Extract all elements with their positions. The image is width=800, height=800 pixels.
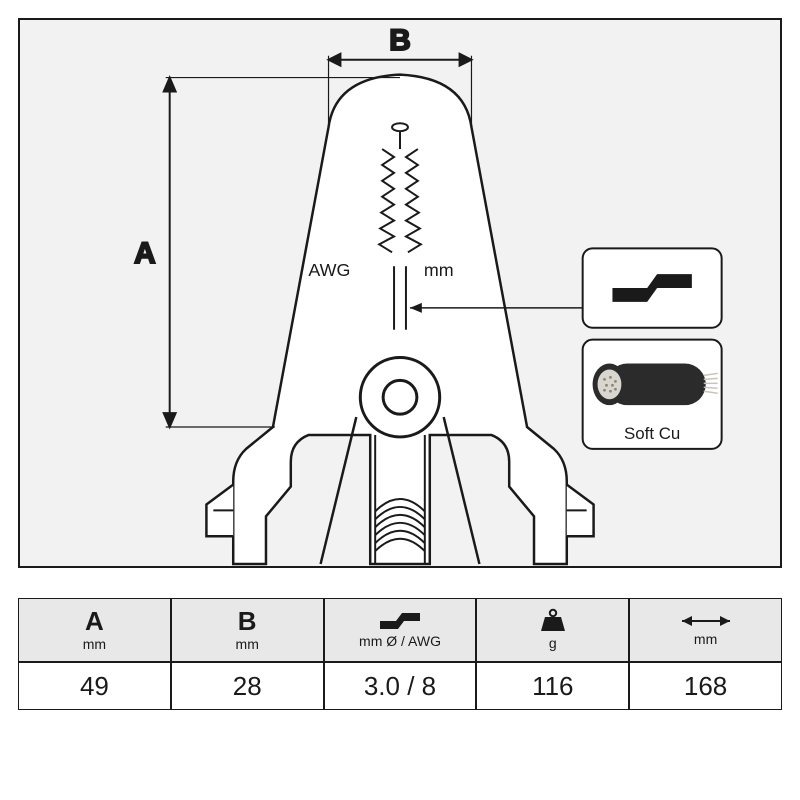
cable-label: Soft Cu xyxy=(624,424,680,443)
tool-drawing: AWG mm xyxy=(206,75,593,564)
val-weight: 116 xyxy=(476,662,629,710)
jaw-left-label: AWG xyxy=(308,260,350,280)
val-a: 49 xyxy=(18,662,171,710)
svg-text:B: B xyxy=(389,24,410,57)
hdr-length: mm xyxy=(629,598,782,662)
length-icon xyxy=(678,613,734,629)
cutter-icon xyxy=(378,611,422,631)
spec-table: A mm B mm mm Ø / AWG g xyxy=(18,598,782,710)
svg-text:A: A xyxy=(134,237,156,270)
val-capacity: 3.0 / 8 xyxy=(324,662,477,710)
hdr-weight: g xyxy=(476,598,629,662)
callout-cable: Soft Cu xyxy=(583,340,722,449)
technical-diagram: AWG mm xyxy=(18,18,782,568)
hdr-b: B mm xyxy=(171,598,324,662)
weight-icon xyxy=(539,609,567,633)
hdr-capacity: mm Ø / AWG xyxy=(324,598,477,662)
hdr-a: A mm xyxy=(18,598,171,662)
val-length: 168 xyxy=(629,662,782,710)
jaw-right-label: mm xyxy=(424,260,454,280)
val-b: 28 xyxy=(171,662,324,710)
